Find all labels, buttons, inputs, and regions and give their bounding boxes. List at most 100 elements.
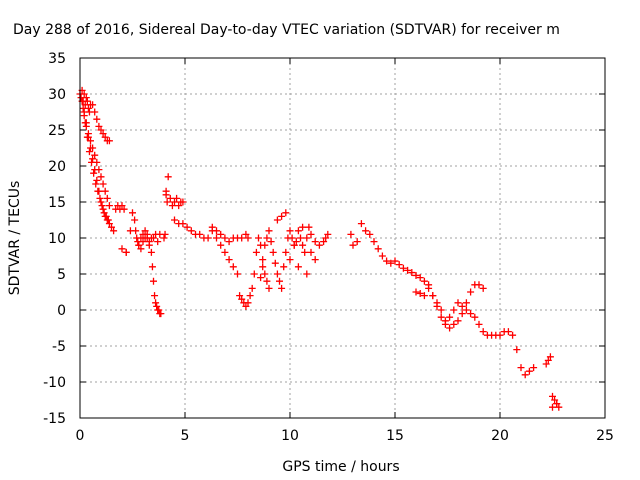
data-point [110, 227, 118, 235]
data-point [542, 360, 550, 368]
data-point [395, 261, 403, 269]
x-tick-label: 5 [181, 428, 190, 444]
y-tick-label: 0 [57, 303, 66, 319]
data-point [263, 277, 271, 285]
data-point [131, 216, 139, 224]
data-point [429, 292, 437, 300]
y-tick-label: 20 [48, 159, 66, 175]
data-point [299, 241, 307, 249]
data-point [353, 238, 361, 246]
data-point [225, 238, 233, 246]
data-point [91, 166, 99, 174]
data-point [103, 216, 111, 224]
data-point [87, 137, 94, 145]
data-point [89, 155, 97, 163]
data-point [97, 173, 105, 181]
y-tick-label: 5 [57, 267, 66, 283]
data-point [324, 230, 332, 238]
data-point [299, 223, 307, 231]
data-point [252, 248, 260, 256]
data-point [475, 320, 483, 328]
data-point [97, 126, 105, 134]
data-point [362, 227, 370, 235]
data-point [96, 194, 104, 202]
y-tick-label: 25 [48, 123, 66, 139]
data-point [221, 248, 229, 256]
data-point [255, 234, 262, 242]
data-point [171, 216, 178, 224]
data-point [530, 364, 538, 372]
data-point [196, 230, 204, 238]
data-point [521, 371, 529, 379]
data-point [433, 299, 441, 307]
data-point [250, 270, 258, 278]
data-point [513, 346, 521, 354]
data-point [229, 263, 237, 271]
data-point [349, 241, 357, 249]
axis-ticks: 0 5 10 15 20 25 -15 -10 -5 0 5 10 15 20 25 30 35 [43, 51, 614, 444]
data-point [122, 248, 130, 256]
data-point [267, 238, 275, 246]
data-point [81, 119, 89, 127]
data-points [76, 86, 563, 411]
data-point [152, 299, 160, 307]
data-point [509, 331, 517, 339]
data-point [307, 248, 315, 256]
data-point [263, 234, 271, 242]
data-point [99, 180, 107, 188]
data-point [416, 289, 424, 297]
data-point [139, 238, 147, 246]
x-tick-label: 20 [491, 428, 509, 444]
data-point [265, 284, 273, 292]
data-point [261, 270, 269, 278]
data-point [135, 241, 143, 249]
data-point [271, 259, 279, 267]
data-point [236, 292, 244, 300]
data-point [137, 245, 145, 253]
x-tick-label: 0 [76, 428, 85, 444]
data-point [546, 353, 554, 361]
data-point [93, 115, 101, 123]
data-point [294, 263, 302, 271]
data-point [462, 299, 470, 307]
data-point [374, 245, 382, 253]
data-point [92, 180, 100, 188]
data-point [91, 108, 99, 116]
data-point [408, 269, 416, 277]
data-point [97, 198, 105, 206]
data-point [257, 274, 265, 282]
data-point [276, 277, 283, 285]
data-point [221, 234, 229, 242]
data-point [89, 101, 97, 109]
data-point [155, 306, 163, 314]
data-point [79, 104, 87, 112]
data-point [95, 187, 103, 195]
data-point [471, 313, 479, 321]
data-point [120, 205, 128, 213]
grid-lines [80, 58, 605, 418]
data-point [261, 241, 269, 249]
data-point [273, 216, 281, 224]
data-point [467, 310, 475, 318]
data-point [450, 320, 458, 328]
data-point [242, 302, 250, 310]
data-point [179, 220, 187, 228]
data-point [173, 194, 181, 202]
data-point [98, 202, 106, 210]
data-point [101, 133, 109, 141]
data-point [85, 148, 93, 156]
data-point [269, 248, 277, 256]
data-point [280, 263, 288, 271]
data-point [479, 328, 487, 336]
data-point [217, 230, 225, 238]
data-point [82, 122, 90, 130]
plot-frame [79, 57, 606, 419]
chart-title: Day 288 of 2016, Sidereal Day-to-day VTE… [13, 22, 560, 38]
data-point [555, 403, 563, 411]
data-point [91, 151, 99, 159]
data-point [273, 270, 281, 278]
data-point [105, 220, 113, 228]
data-point [462, 306, 470, 314]
y-tick-label: 10 [48, 231, 66, 247]
